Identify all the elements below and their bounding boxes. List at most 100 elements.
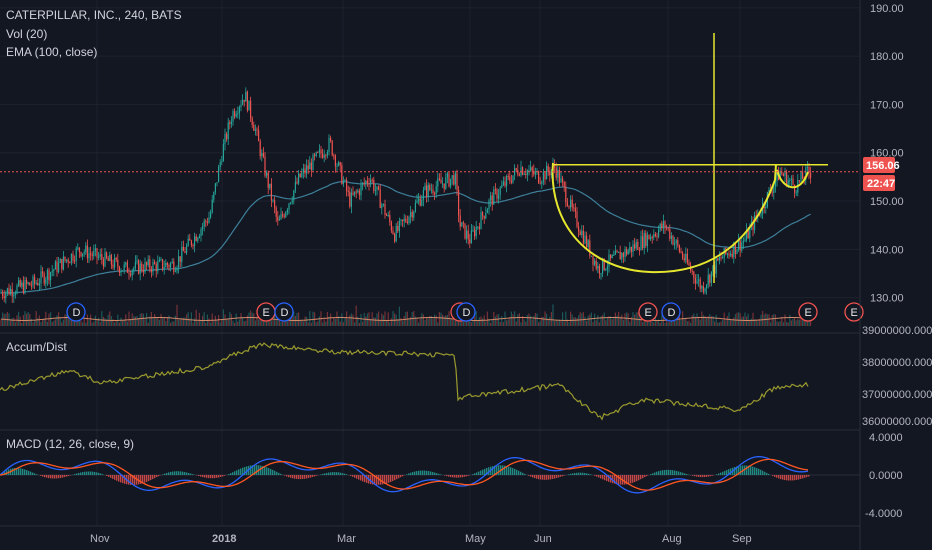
macd-histogram-bar <box>272 469 274 475</box>
candle-body <box>584 235 586 244</box>
candle-body <box>661 223 663 229</box>
countdown-tag: 22:47 <box>863 175 895 191</box>
event-markers[interactable]: DEDEDEDEE <box>66 302 864 322</box>
macd-histogram-bar <box>238 469 240 475</box>
candle-body <box>286 209 288 213</box>
dividend-marker[interactable]: D <box>661 302 681 322</box>
macd-histogram-bar <box>638 475 640 481</box>
volume-bar <box>230 314 232 326</box>
macd-legend[interactable]: MACD (12, 26, close, 9) <box>6 437 135 451</box>
volume-bar <box>766 314 768 326</box>
volume-bar <box>525 321 527 326</box>
volume-bar <box>781 316 783 326</box>
volume-bar <box>109 311 111 326</box>
ema-legend[interactable]: EMA (100, close) <box>6 45 98 59</box>
candle-body <box>138 260 140 274</box>
volume-bar <box>490 322 492 326</box>
volume-bar <box>235 313 237 326</box>
macd-histogram-bar <box>590 474 592 475</box>
volume-bar <box>686 321 688 326</box>
candle-body <box>426 185 428 197</box>
time-axis[interactable]: Nov 2018 Mar May Jun Aug Sep <box>90 533 752 545</box>
dividend-marker[interactable]: D <box>66 302 86 322</box>
symbol-legend[interactable]: CATERPILLAR, INC., 240, BATS <box>6 8 182 22</box>
candle-body <box>3 296 5 299</box>
accum-dist-legend[interactable]: Accum/Dist <box>6 340 67 354</box>
drawing-annotations[interactable] <box>551 33 828 283</box>
time-axis-label: Jun <box>534 533 552 545</box>
macd-histogram-bar <box>354 475 356 478</box>
volume-bar <box>653 322 655 326</box>
volume-bar <box>323 319 325 326</box>
candle-body <box>442 183 444 185</box>
macd-histogram-bar <box>338 472 340 475</box>
volume-bar <box>626 312 628 326</box>
volume-bar <box>59 317 61 326</box>
volume-legend[interactable]: Vol (20) <box>6 27 48 41</box>
candle-body <box>184 251 186 253</box>
candle-body <box>795 192 797 194</box>
macd-histogram-bar <box>802 475 804 479</box>
macd-histogram-bar <box>244 466 246 475</box>
earnings-marker[interactable]: E <box>638 302 658 322</box>
macd-histogram-bar <box>642 475 644 479</box>
candle-body <box>765 206 767 209</box>
volume-bar <box>634 314 636 326</box>
volume-bar <box>291 311 293 326</box>
volume-bar <box>738 312 740 326</box>
time-axis-label: Mar <box>337 533 356 545</box>
cup-curve[interactable] <box>551 162 777 274</box>
candle-body <box>114 257 116 268</box>
volume-bar <box>762 311 764 326</box>
volume-bar <box>190 312 192 326</box>
dividend-marker[interactable]: D <box>456 302 476 322</box>
candle-body <box>611 255 613 259</box>
accum-axis[interactable]: 38000000.000 37000000.000 36000000.000 <box>862 357 932 428</box>
candle-body <box>274 200 276 208</box>
volume-bar <box>597 315 599 326</box>
macd-histogram-bar <box>422 470 424 475</box>
earnings-marker[interactable]: E <box>844 302 864 322</box>
macd-histogram-bar <box>260 465 262 475</box>
volume-bar <box>61 322 63 326</box>
candle-body <box>592 255 594 265</box>
macd-histogram-bar <box>112 475 114 479</box>
macd-histogram-bar <box>232 472 234 475</box>
candle-body <box>733 243 735 258</box>
volume-bar <box>410 316 412 326</box>
volume-bar <box>419 318 421 326</box>
volume-bar <box>182 317 184 326</box>
candle-body <box>509 176 511 181</box>
volume-bar <box>794 317 796 326</box>
macd-histogram-bar <box>132 475 134 485</box>
macd-histogram-bar <box>264 466 266 475</box>
volume-bar <box>267 320 269 326</box>
candle-body <box>624 249 626 257</box>
candle-body <box>213 192 215 200</box>
earnings-marker[interactable]: E <box>256 302 276 322</box>
macd-histogram-bar <box>256 465 258 475</box>
candle-body <box>350 192 352 207</box>
macd-histogram-bar <box>730 468 732 475</box>
macd-axis[interactable]: 4.0000 0.0000 -4.0000 <box>865 432 903 520</box>
price-axis[interactable]: 190.00 180.00 170.00 160.00 150.00 140.00 130.… <box>870 3 904 305</box>
candle-body <box>581 230 583 235</box>
volume-bar <box>739 313 741 326</box>
macd-histogram-bar <box>396 475 398 480</box>
macd-histogram-bar <box>352 475 354 477</box>
candle-body <box>590 255 592 257</box>
macd-histogram-bar <box>618 475 620 485</box>
candle-body <box>702 286 704 293</box>
macd-histogram-bar <box>684 473 686 475</box>
volume-bar <box>198 312 200 326</box>
time-axis-label: May <box>465 533 486 545</box>
handle-curve[interactable] <box>776 169 809 189</box>
macd-histogram-bar <box>780 475 782 480</box>
earnings-marker[interactable]: E <box>798 302 818 322</box>
volume-bar <box>517 314 519 326</box>
volume-bar <box>186 314 188 326</box>
dividend-marker[interactable]: D <box>274 302 294 322</box>
candle-body <box>200 229 202 237</box>
macd-histogram-bar <box>128 475 130 485</box>
